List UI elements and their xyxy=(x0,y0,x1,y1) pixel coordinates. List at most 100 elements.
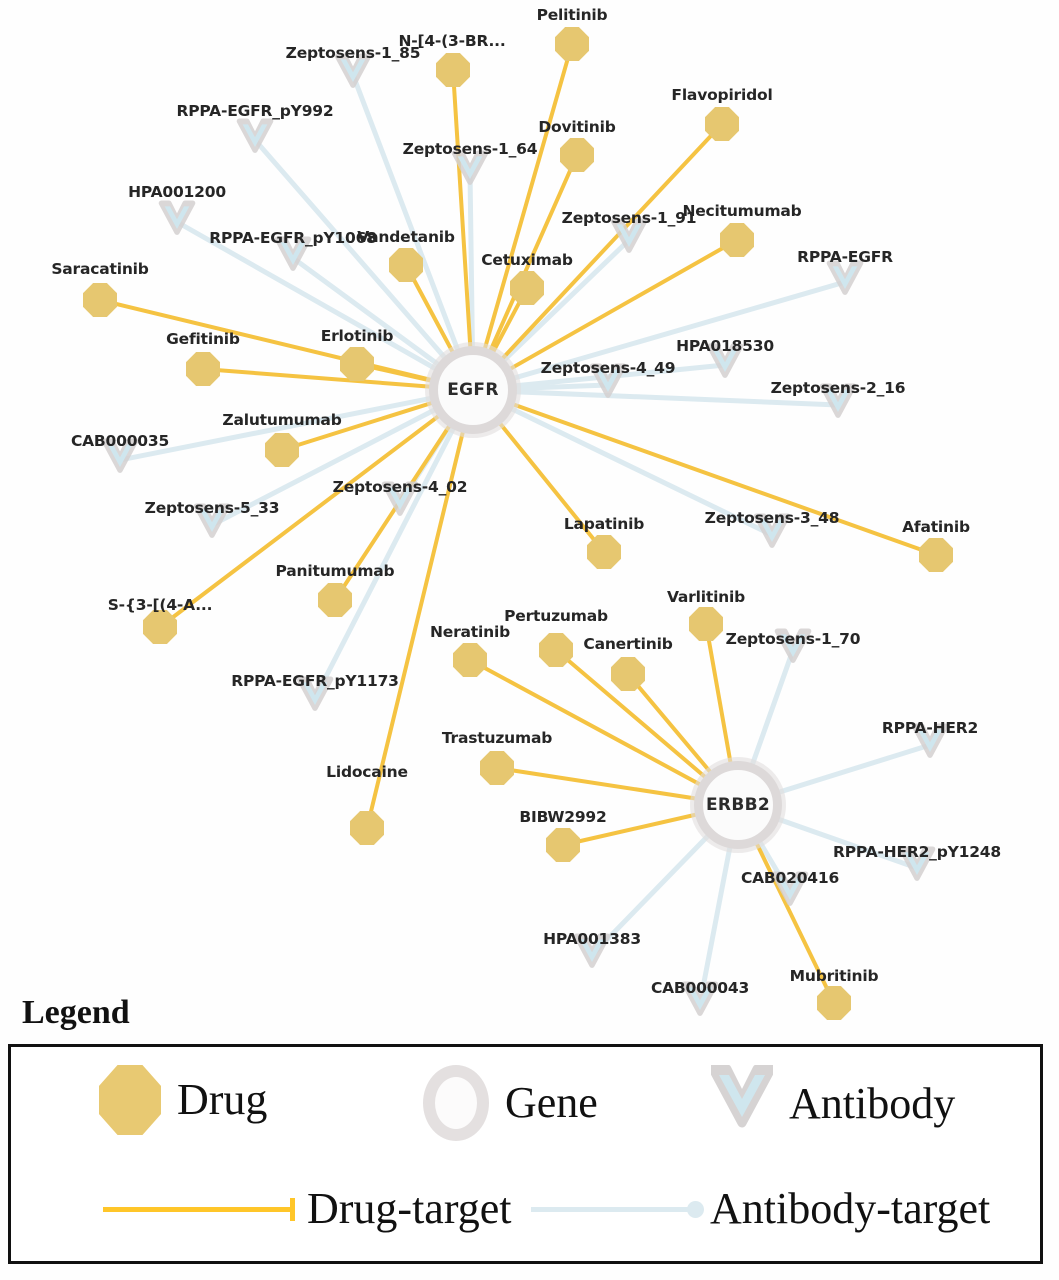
drug-target-line-icon xyxy=(103,1197,295,1221)
antibody-node[interactable] xyxy=(296,676,334,719)
antibody-node[interactable] xyxy=(753,513,791,556)
antibody-node[interactable] xyxy=(101,438,139,481)
legend-edge-row: Drug-target Antibody-target xyxy=(11,1187,1040,1247)
antibody-node[interactable] xyxy=(236,118,274,161)
edge xyxy=(158,388,475,629)
drug-node[interactable] xyxy=(265,433,299,467)
antibody-label: HPA001200 xyxy=(128,183,226,201)
antibody-node[interactable] xyxy=(898,846,936,889)
legend-item-drug-target: Drug-target xyxy=(103,1187,511,1231)
drug-label: Panitumumab xyxy=(275,562,395,580)
antibody-node[interactable] xyxy=(381,481,419,524)
gene-label: EGFR xyxy=(447,380,499,400)
legend-title: Legend xyxy=(22,994,130,1031)
drug-node[interactable] xyxy=(689,607,723,641)
antibody-label: Zeptosens-1_64 xyxy=(402,140,538,158)
antibody-node[interactable] xyxy=(771,871,809,914)
edge xyxy=(312,387,476,701)
antibody-node[interactable] xyxy=(274,236,312,279)
drug-node[interactable] xyxy=(389,248,423,282)
drug-node[interactable] xyxy=(611,657,645,691)
network-canvas[interactable]: Zeptosens-1_85 RPPA-EGFR_pY992 Zeptosens-1… xyxy=(0,0,1059,1020)
edge xyxy=(252,137,476,393)
drug-label: Mubritinib xyxy=(789,967,879,985)
drug-label: Flavopiridol xyxy=(671,86,773,104)
edge xyxy=(468,658,740,807)
antibody-label: RPPA-EGFR_pY1068 xyxy=(209,229,377,247)
antibody-node[interactable] xyxy=(573,933,611,976)
antibody-label: CAB000035 xyxy=(70,432,170,450)
drug-node[interactable] xyxy=(546,828,580,862)
antibody-node[interactable] xyxy=(681,981,719,1024)
antibody-node[interactable] xyxy=(774,628,812,671)
drug-node[interactable] xyxy=(539,633,573,667)
drug-label: Varlitinib xyxy=(666,588,746,606)
legend-shape-row: Drug Gene Antibody xyxy=(11,1065,1040,1175)
drug-label: Zalutumumab xyxy=(222,411,342,429)
gene-node-egfr[interactable]: EGFR xyxy=(429,346,517,434)
gene-node-erbb2[interactable]: ERBB2 xyxy=(694,761,782,849)
antibody-node[interactable] xyxy=(158,200,196,243)
antibody-node[interactable] xyxy=(911,723,949,766)
drug-node[interactable] xyxy=(720,223,754,257)
antibody-label: Zeptosens-4_49 xyxy=(540,359,676,377)
drug-node[interactable] xyxy=(186,352,220,386)
antibody-label: HPA001383 xyxy=(543,930,641,948)
legend-label-gene: Gene xyxy=(505,1078,598,1127)
antibody-label: Zeptosens-2_16 xyxy=(770,379,906,397)
drug-label: Trastuzumab xyxy=(441,729,553,747)
drug-label: Vandetanib xyxy=(357,228,455,246)
antibody-node[interactable] xyxy=(589,363,627,406)
edge xyxy=(117,387,476,463)
legend-item-drug: Drug xyxy=(99,1065,267,1135)
drug-node[interactable] xyxy=(318,583,352,617)
edge xyxy=(209,387,476,528)
drug-node[interactable] xyxy=(453,643,487,677)
legend-item-antibody: Antibody xyxy=(711,1065,955,1143)
edge xyxy=(174,219,476,393)
antibody-label: Zeptosens-1_85 xyxy=(285,44,421,62)
antibody-label: CAB020416 xyxy=(740,869,840,887)
antibody-node[interactable] xyxy=(826,260,864,303)
edge xyxy=(471,122,724,392)
edge xyxy=(471,238,739,392)
antibody-target-line-icon xyxy=(531,1200,704,1218)
drug-node[interactable] xyxy=(817,986,851,1020)
legend-label-drug-target: Drug-target xyxy=(307,1184,512,1233)
antibody-node[interactable] xyxy=(610,218,648,261)
drug-node[interactable] xyxy=(560,138,594,172)
antibody-label: Zeptosens-3_48 xyxy=(704,509,840,527)
drug-node[interactable] xyxy=(919,538,953,572)
drug-label: Canertinib xyxy=(583,635,673,653)
gene-donut-icon xyxy=(423,1065,489,1141)
drug-node[interactable] xyxy=(143,610,177,644)
drug-node[interactable] xyxy=(480,751,514,785)
drug-node[interactable] xyxy=(555,27,589,61)
drug-node[interactable] xyxy=(83,283,117,317)
drug-label: Lidocaine xyxy=(326,763,408,781)
edge xyxy=(470,387,841,408)
edge xyxy=(451,68,475,392)
antibody-node[interactable] xyxy=(706,343,744,386)
antibody-node[interactable] xyxy=(193,503,231,546)
antibody-node[interactable] xyxy=(819,383,857,426)
legend-item-gene: Gene xyxy=(423,1065,598,1141)
antibody-label: RPPA-HER2_pY1248 xyxy=(833,843,1001,861)
drug-label: Pelitinib xyxy=(536,6,608,24)
drug-node[interactable] xyxy=(510,271,544,305)
drug-node[interactable] xyxy=(587,535,621,569)
drug-octagon-icon xyxy=(99,1065,161,1135)
antibody-node[interactable] xyxy=(451,150,489,193)
drug-label: Pertuzumab xyxy=(504,607,608,625)
drug-label: N-[4-(3-BR... xyxy=(398,32,506,50)
drug-label: BIBW2992 xyxy=(519,808,607,826)
drug-node[interactable] xyxy=(705,107,739,141)
antibody-label: Zeptosens-4_02 xyxy=(332,478,468,496)
gene-label: ERBB2 xyxy=(706,795,770,815)
antibody-label: RPPA-EGFR_pY992 xyxy=(176,102,334,120)
drug-node[interactable] xyxy=(340,347,374,381)
drug-label: Dovitinib xyxy=(538,118,616,136)
drug-node[interactable] xyxy=(436,53,470,87)
antibody-node[interactable] xyxy=(334,53,372,96)
drug-node[interactable] xyxy=(350,811,384,845)
